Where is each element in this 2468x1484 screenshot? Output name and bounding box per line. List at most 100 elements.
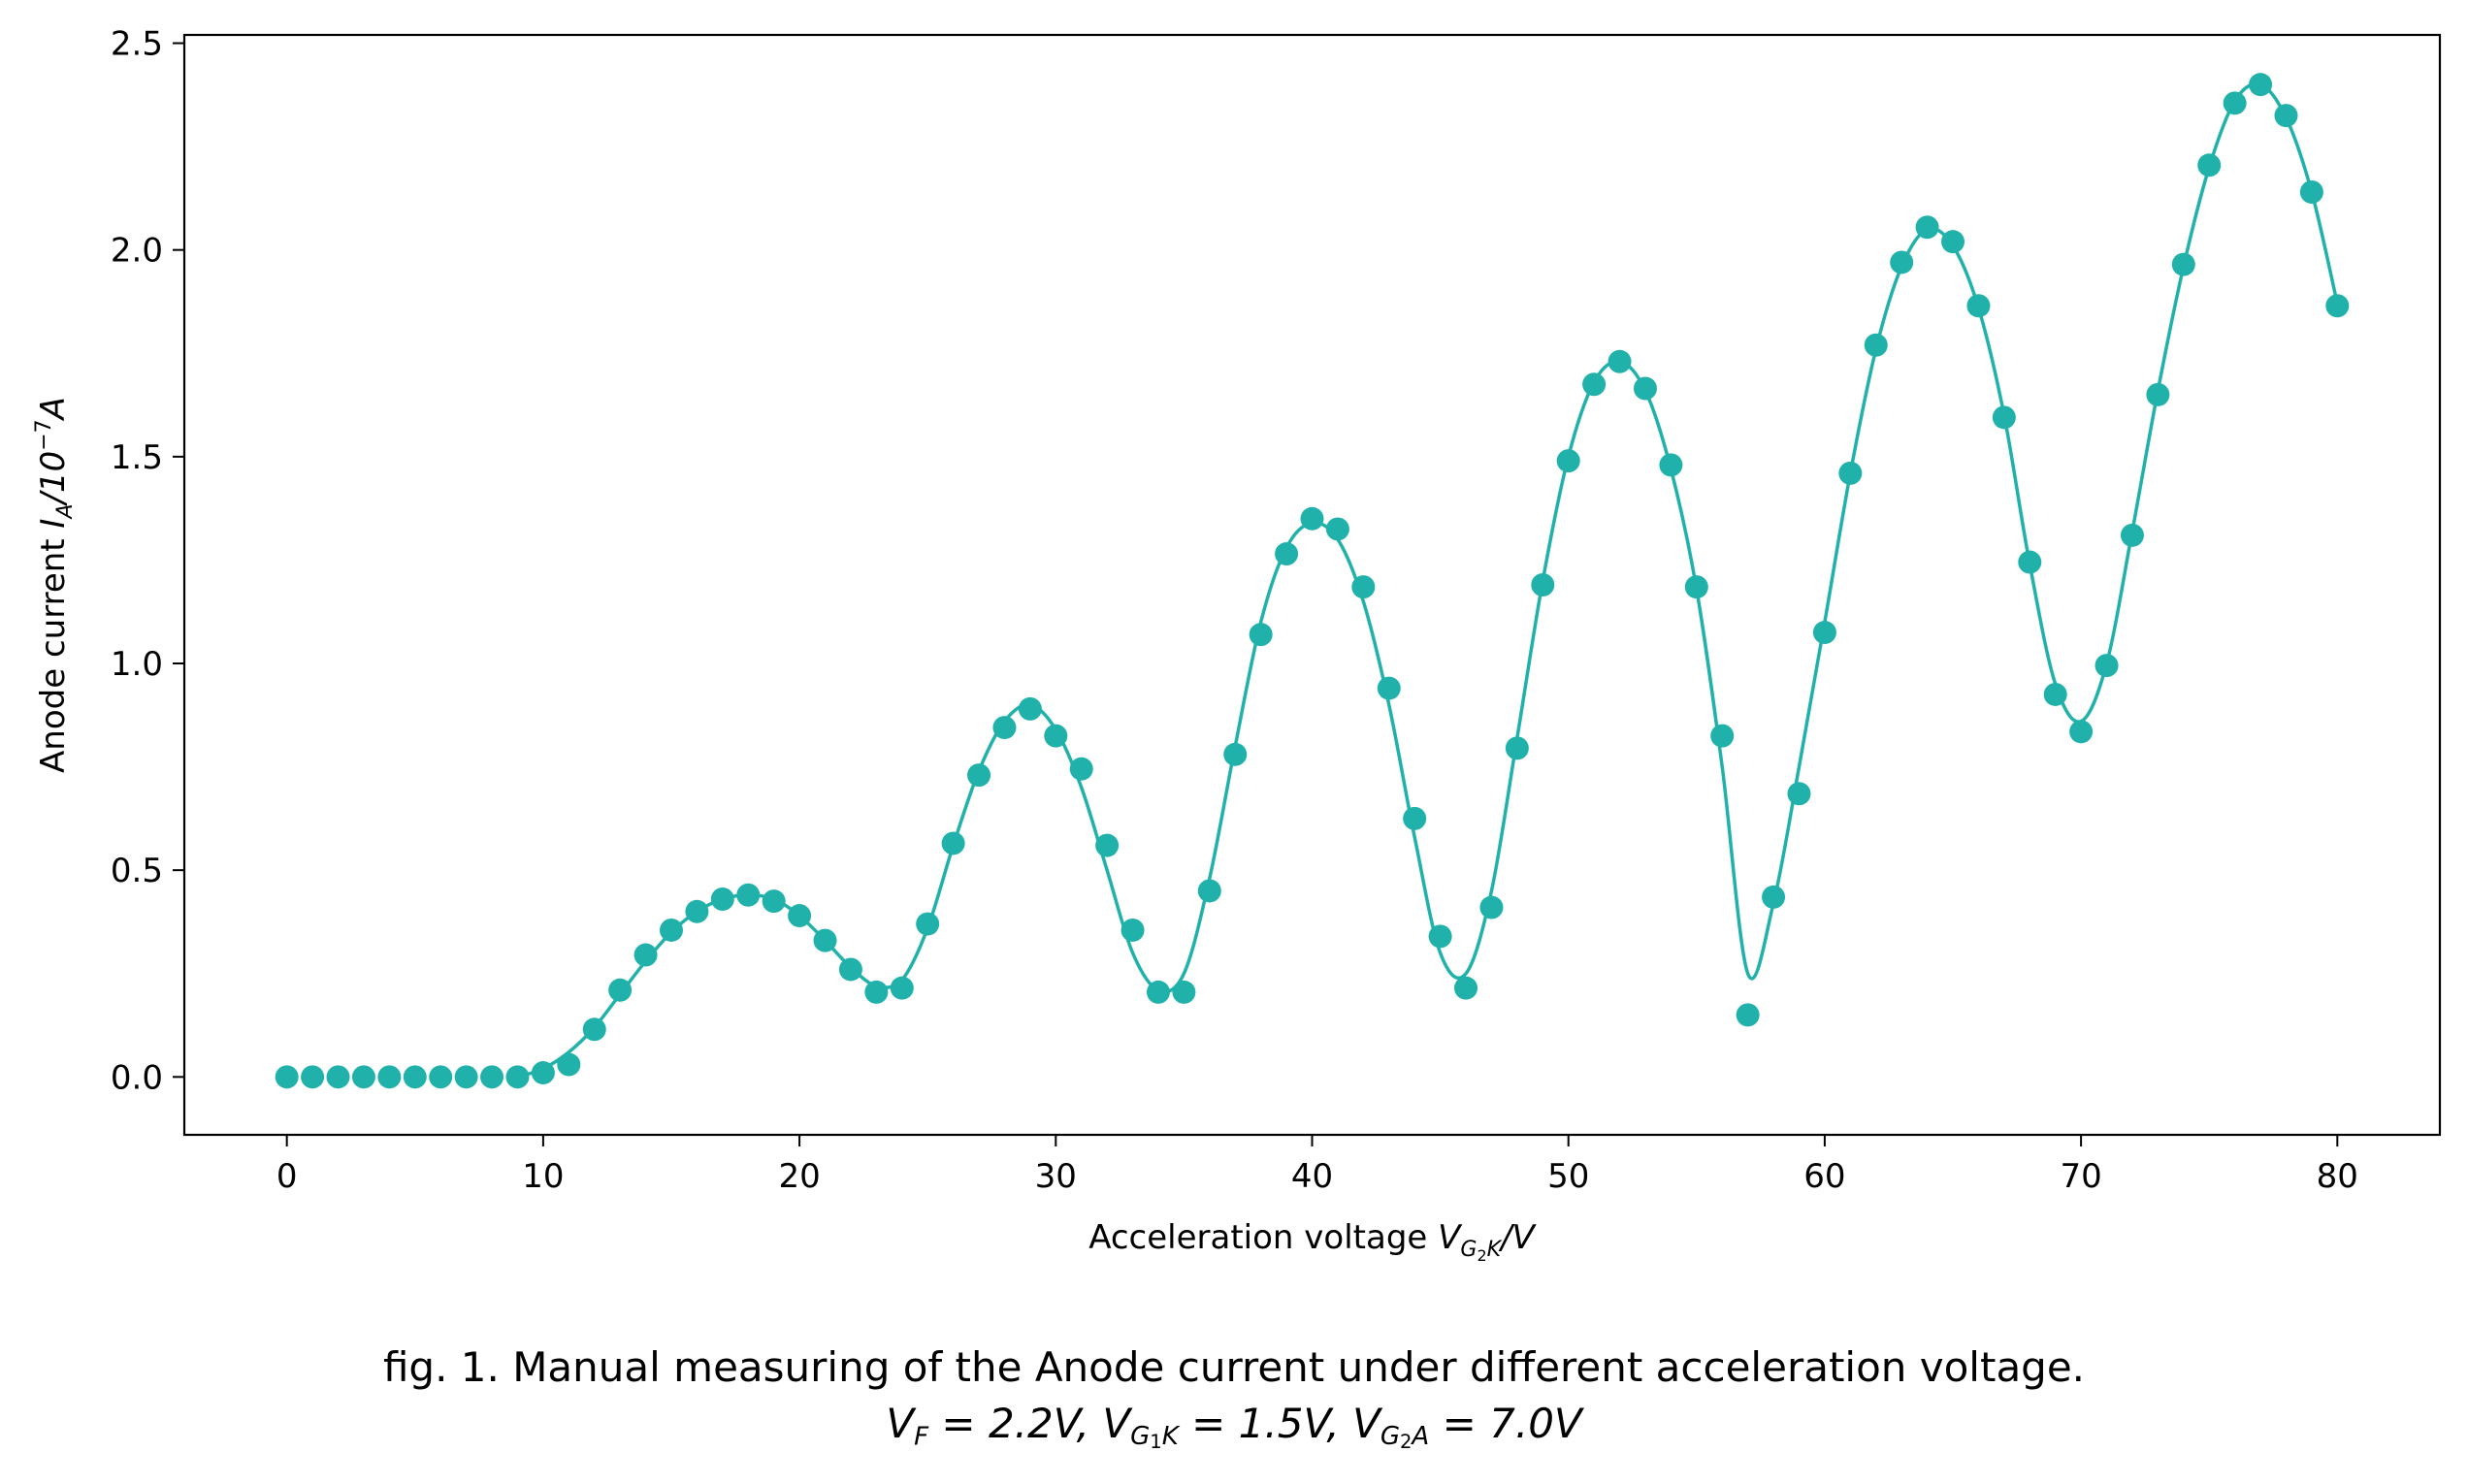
x-tick-label: 60 [1803,1157,1845,1196]
data-point [2018,550,2042,574]
caption-vg2a-sub-index: 2 [1400,1431,1413,1454]
data-point [1505,736,1529,760]
data-point [2223,91,2247,115]
data-point [1941,230,1965,254]
data-point [1454,976,1478,1000]
data-point [2095,654,2119,678]
data-point [1377,676,1401,700]
data-point [1325,517,1349,541]
data-point [1069,757,1093,781]
data-point [1582,372,1607,397]
data-point [1531,573,1555,597]
data-point [582,1017,606,1042]
data-point [1018,696,1042,721]
data-point [1659,453,1683,477]
data-point [1736,1003,1760,1027]
data-point [1762,885,1786,909]
caption-vg1k-var: V [1102,1400,1131,1447]
figure-caption-parameters: VF = 2.2V, VG1K = 1.5V, VG2A = 7.0V [0,1400,2468,1453]
x-tick-label: 50 [1547,1157,1589,1196]
x-axis: 0 10 20 30 40 50 60 70 80 [276,1135,2358,1196]
data-point [608,978,633,1002]
caption-vf-sub: F [914,1422,929,1452]
y-axis-label-prefix: Anode current [34,529,73,773]
x-axis-label: Acceleration voltage VG2K/V [1088,1218,1537,1265]
x-axis-label-sub-main: G [1460,1238,1477,1262]
data-point [1197,879,1221,903]
data-point [1890,250,1914,274]
data-point [1710,724,1735,748]
data-point [890,976,914,1000]
y-tick-label: 0.0 [111,1058,163,1097]
data-point [1120,918,1145,942]
data-point [480,1065,504,1089]
x-tick-label: 0 [276,1157,298,1196]
data-point [531,1061,555,1085]
data-point [1812,621,1836,645]
y-axis-label-unit-base: /10 [34,451,73,507]
caption-vg2a-sub-tail: A [1412,1422,1430,1452]
data-point [1479,895,1504,919]
data-point [429,1065,453,1089]
y-tick-label: 2.5 [111,25,163,64]
data-point [967,763,991,788]
x-tick-label: 70 [2060,1157,2101,1196]
data-point [2249,73,2273,97]
figure-caption-title: fig. 1. Manual measuring of the Anode cu… [382,1343,2086,1391]
data-point [788,904,812,928]
data-point [1351,575,1376,599]
data-point [1223,742,1248,766]
caption-vf-value: = 2.2V, [928,1400,1103,1447]
data-point [351,1065,375,1089]
data-point [1556,449,1580,473]
data-point [685,899,709,923]
data-point [1172,980,1196,1004]
y-tick-label: 0.5 [111,852,163,890]
plot-area [275,73,2350,1089]
caption-vg1k-sub-main: G [1130,1422,1151,1452]
x-tick-label: 20 [778,1157,820,1196]
data-point [1428,924,1452,949]
data-point [1275,542,1299,566]
y-axis-label: Anode current IA/10−7A [32,397,78,773]
caption-vf-var: V [886,1400,915,1447]
caption-vg1k-sub: G1K [1130,1422,1179,1453]
data-point [2274,104,2298,128]
y-tick-label: 1.0 [111,645,163,684]
x-axis-label-var: V [1438,1218,1463,1257]
data-point [1403,806,1427,830]
data-point [275,1065,299,1089]
data-point [941,831,965,855]
y-tick-label: 1.5 [111,438,163,477]
x-tick-label: 30 [1035,1157,1077,1196]
data-point [659,918,683,942]
data-point [2146,382,2170,406]
data-point [838,957,862,982]
caption-vg1k-sub-tail: K [1161,1422,1179,1452]
caption-vg2a-sub: G2A [1380,1422,1430,1454]
caption-vg2a-value: = 7.0V [1429,1400,1582,1447]
fit-curve-line [516,81,2340,1079]
caption-vg2a-sub-main: G [1380,1422,1400,1452]
data-point [1633,376,1657,401]
data-point [864,980,889,1004]
data-point [1095,833,1120,857]
data-point [1607,349,1632,373]
data-point [736,883,761,907]
data-point [2197,153,2222,177]
data-point [505,1065,530,1089]
data-point [2120,523,2144,547]
data-point [633,943,658,967]
y-axis-label-unit-exp: −7 [32,419,56,450]
x-axis-label-prefix: Acceleration voltage [1088,1218,1438,1257]
data-point [1249,623,1273,647]
x-axis-label-sub-tail: K [1487,1238,1503,1262]
y-axis: 0.0 0.5 1.0 1.5 2.0 2.5 [111,25,184,1097]
data-point [1044,724,1068,748]
data-point [992,716,1017,740]
data-point [2043,682,2067,706]
data-point [1787,782,1811,806]
data-point [1838,461,1863,485]
data-point [1915,215,1939,240]
data-point [2069,720,2094,744]
